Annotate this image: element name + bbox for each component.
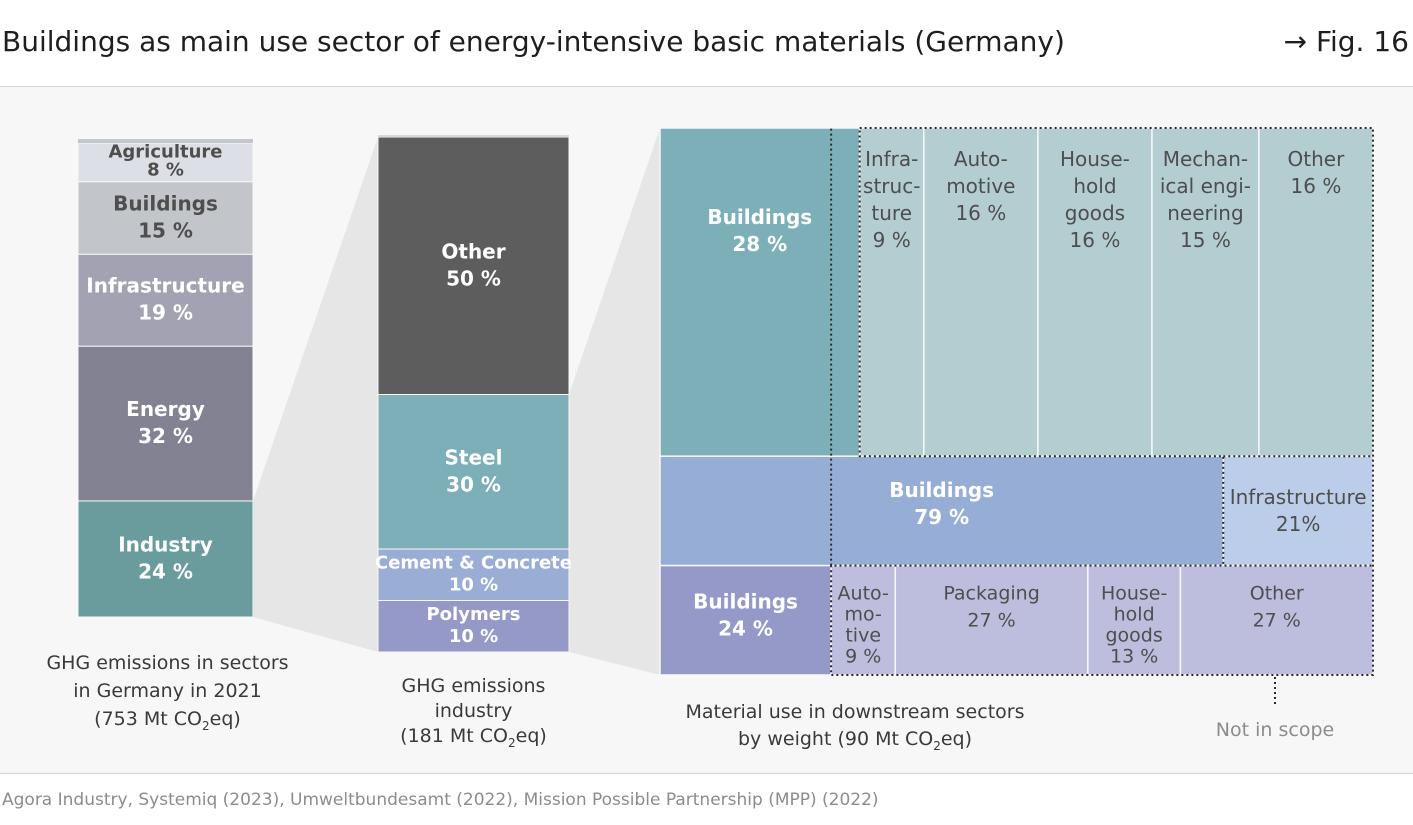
material-use-caption-line-2: by weight (90 Mt CO2eq) — [738, 728, 972, 753]
mosaic-label-steel-automotive-line-2: motive — [946, 174, 1015, 198]
sectors-caption-line-2: in Germany in 2021 — [73, 680, 261, 702]
mosaic-value-steel-mechanical-engineering: 15 % — [1180, 228, 1231, 252]
mosaic-value-steel-buildings: 28 % — [732, 232, 787, 256]
mosaic-cell-polymers-other — [1179, 564, 1374, 676]
mosaic-label-steel-mechanical-engineering-line-2: ical engi- — [1160, 174, 1251, 198]
mosaic-value-steel-infrastructure: 9 % — [873, 228, 911, 252]
mosaic-value-steel-other: 16 % — [1291, 174, 1342, 198]
mosaic-label-steel-household-goods-line-2: hold — [1073, 174, 1116, 198]
mosaic-label-steel-infrastructure-line-2: struc- — [863, 174, 920, 198]
industry-label-other: Other — [441, 239, 505, 263]
sector-label-energy: Energy — [126, 397, 205, 421]
not-in-scope-outline — [830, 127, 1374, 676]
mosaic-label-steel-mechanical-engineering-line-3: neering — [1167, 201, 1243, 225]
page-title: Buildings as main use sector of energy-i… — [2, 25, 1065, 58]
sector-value-energy: 32 % — [138, 424, 193, 448]
mosaic-value-polymers-buildings: 24 % — [718, 616, 773, 640]
sector-value-agriculture: 8 % — [147, 159, 184, 180]
mosaic-label-polymers-automotive-line-2: mo- — [845, 604, 882, 626]
sector-bar-industry — [77, 500, 254, 618]
industry-bar-cement-concrete — [377, 548, 570, 601]
sector-value-infrastructure: 19 % — [138, 301, 193, 325]
mosaic-label-steel-mechanical-engineering-line-1: Mechan- — [1163, 147, 1248, 171]
sector-label-infrastructure: Infrastructure — [86, 274, 244, 298]
industry-label-steel: Steel — [445, 445, 503, 469]
mosaic-cell-steel-infrastructure — [858, 127, 925, 457]
industry-value-polymers: 10 % — [449, 626, 498, 647]
sector-label-agriculture: Agriculture — [108, 141, 222, 162]
mosaic-label-steel-buildings: Buildings — [707, 205, 812, 229]
source-note: Agora Industry, Systemiq (2023), Umweltb… — [2, 790, 879, 810]
mosaic-value-cement-concrete-buildings: 79 % — [914, 505, 969, 529]
header: Buildings as main use sector of energy-i… — [0, 0, 1413, 87]
mosaic-label-steel-automotive-line-1: Auto- — [954, 147, 1008, 171]
industry-value-other: 50 % — [446, 266, 501, 290]
industry-value-cement-concrete: 10 % — [449, 574, 498, 595]
mosaic-cell-cement-concrete-infrastructure — [1222, 455, 1374, 567]
industry-bar-steel — [377, 394, 570, 550]
mosaic-label-polymers-other-line-1: Other — [1250, 583, 1304, 605]
mosaic-value-steel-automotive: 16 % — [955, 201, 1006, 225]
industry-caption-line-2: industry — [435, 700, 513, 722]
mosaic-label-steel-other-line-1: Other — [1288, 147, 1346, 171]
mosaic-label-polymers-packaging-line-1: Packaging — [943, 583, 1039, 605]
mosaic-label-polymers-household-goods-line-2: hold — [1114, 604, 1155, 626]
industry-caption-line-3: (181 Mt CO2eq) — [400, 725, 547, 750]
mosaic-label-steel-infrastructure-line-3: ture — [871, 201, 912, 225]
mosaic-value-polymers-automotive: 9 % — [845, 646, 881, 668]
industry-bar-other — [377, 136, 570, 395]
sector-value-buildings: 15 % — [138, 218, 193, 242]
mosaic-label-cement-concrete-infrastructure-line-1: Infrastructure — [1230, 485, 1367, 509]
industry-value-steel: 30 % — [446, 472, 501, 496]
funnel-materials — [569, 128, 660, 675]
industry-caption-line-1: GHG emissions — [402, 675, 546, 697]
mosaic-value-polymers-packaging: 27 % — [967, 610, 1015, 632]
industry-bar-polymers — [377, 600, 570, 653]
mosaic-label-polymers-household-goods-line-1: House- — [1101, 583, 1167, 605]
industry-label-polymers: Polymers — [426, 604, 520, 625]
mosaic-cell-steel-automotive — [923, 127, 1039, 457]
mosaic-value-polymers-household-goods: 13 % — [1110, 646, 1158, 668]
sector-bar-buildings — [77, 181, 254, 255]
mosaic-label-polymers-buildings: Buildings — [693, 589, 798, 613]
figure-reference: → Fig. 16 — [1283, 25, 1409, 58]
funnel-industry — [253, 137, 378, 652]
mosaic-cell-steel-buildings — [659, 127, 861, 457]
mosaic-label-cement-concrete-buildings: Buildings — [889, 478, 994, 502]
sector-bar-cap — [78, 139, 253, 143]
industry-bar-cap — [378, 135, 569, 137]
not-in-scope-label: Not in scope — [1216, 719, 1334, 741]
sector-bar-infrastructure — [77, 253, 254, 347]
mosaic-cell-polymers-automotive — [830, 564, 897, 676]
mosaic-cell-polymers-buildings — [659, 564, 832, 676]
mosaic-cell-cement-concrete-buildings — [659, 455, 1225, 567]
mosaic-cell-polymers-packaging — [894, 564, 1089, 676]
mosaic-value-steel-household-goods: 16 % — [1070, 228, 1121, 252]
sector-value-industry: 24 % — [138, 559, 193, 583]
mosaic-label-polymers-automotive-line-1: Auto- — [838, 583, 889, 605]
mosaic-label-polymers-automotive-line-3: tive — [845, 625, 881, 647]
industry-label-cement-concrete: Cement & Concrete — [375, 552, 572, 573]
material-use-caption-line-1: Material use in downstream sectors — [686, 701, 1025, 723]
mosaic-cell-steel-household-goods — [1037, 127, 1153, 457]
sector-bar-energy — [77, 345, 254, 502]
sector-label-buildings: Buildings — [113, 191, 218, 215]
mosaic-value-polymers-other: 27 % — [1253, 610, 1301, 632]
mosaic-label-steel-infrastructure-line-1: Infra- — [865, 147, 918, 171]
sectors-caption-line-1: GHG emissions in sectors — [46, 652, 288, 674]
sector-bar-agriculture — [77, 142, 254, 183]
mosaic-cell-polymers-household-goods — [1087, 564, 1182, 676]
mosaic-label-polymers-household-goods-line-3: goods — [1106, 625, 1163, 647]
mosaic-value-cement-concrete-infrastructure: 21% — [1276, 512, 1320, 536]
mosaic-label-steel-household-goods-line-1: House- — [1060, 147, 1130, 171]
sectors-caption-line-3: (753 Mt CO2eq) — [94, 708, 241, 733]
mosaic-label-steel-household-goods-line-3: goods — [1065, 201, 1125, 225]
sector-label-industry: Industry — [118, 532, 213, 556]
